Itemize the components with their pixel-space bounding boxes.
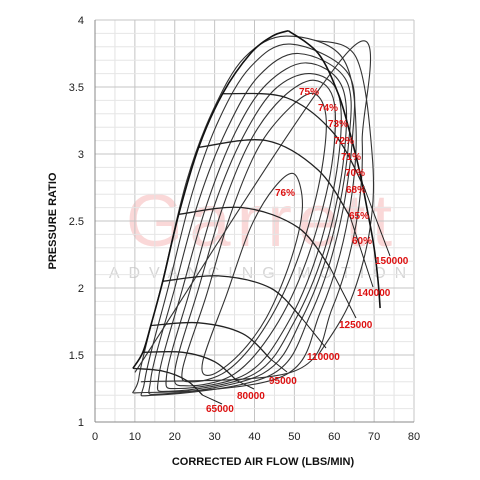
efficiency-label: 73% [328,119,348,130]
speed-line [222,92,365,188]
speed-label: 65000 [206,404,234,415]
efficiency-contour [140,43,356,397]
efficiency-label: 68% [346,185,366,196]
x-tick-label: 40 [248,431,260,443]
y-tick-label: 1 [78,417,84,429]
efficiency-contour [181,92,327,383]
speed-label-leader [270,358,288,373]
y-tick-label: 3.5 [69,82,84,94]
x-tick-label: 10 [129,431,141,443]
speed-label: 110000 [307,352,340,363]
x-tick-label: 70 [368,431,380,443]
speed-label: 125000 [339,320,373,331]
efficiency-contour [201,172,303,376]
surge-line [132,29,289,369]
x-tick-label: 80 [408,431,420,443]
axes: 0 10 20 30 40 50 60 70 80 1 1.5 2 2.5 3 3.5 4 [69,15,420,443]
speed-label-leader [236,380,255,390]
efficiency-islands [132,35,375,397]
x-tick-label: 0 [92,431,98,443]
x-tick-label: 20 [169,431,181,443]
speed-line [162,275,303,320]
speed-line [178,206,331,269]
speed-lines [132,92,365,396]
efficiency-label: 60% [352,236,372,247]
y-tick-label: 2 [78,283,84,295]
watermark-subtitle: ADVANCING MOTION [109,265,415,282]
speed-label: 150000 [375,256,409,267]
map-boundary [132,29,381,369]
x-tick-label: 50 [288,431,300,443]
efficiency-contour [148,52,352,396]
speed-line [150,321,271,360]
efficiency-label: 65% [349,211,369,222]
speed-label-leader [363,187,391,257]
x-tick-label: 60 [328,431,340,443]
x-tick-label: 30 [209,431,221,443]
efficiency-label: 74% [318,103,338,114]
speed-label: 95000 [269,376,297,387]
efficiency-contour [134,40,372,383]
speed-label: 140000 [357,288,391,299]
y-axis-title: PRESSURE RATIO [47,172,59,269]
speed-label-leader [349,216,374,288]
curve-labels: 76% 75% 74% 73% 72% 71% 70% 68% 65% 60% 6500080000… [202,87,409,415]
speed-line [198,139,351,218]
x-axis-title: CORRECTED AIR FLOW (LBS/MIN) [172,456,355,468]
speed-line [142,350,238,381]
speed-label-leader [202,394,223,405]
efficiency-label: 72% [334,136,354,147]
choke-line [287,30,381,309]
efficiency-label: 70% [345,168,365,179]
efficiency-contour [156,62,348,393]
efficiency-contour [314,39,375,356]
y-tick-label: 1.5 [69,350,84,362]
y-tick-label: 3 [78,149,84,161]
speed-label: 80000 [237,391,265,402]
efficiency-contour [132,35,357,394]
speed-line [132,367,204,396]
y-tick-label: 2.5 [69,216,84,228]
speed-label-leader [329,267,357,319]
efficiency-label: 76% [275,188,295,199]
speed-label-leader [301,318,327,349]
efficiency-label: 75% [299,87,319,98]
efficiency-label: 71% [341,152,361,163]
efficiency-contour [173,79,336,387]
y-tick-label: 4 [78,15,84,27]
